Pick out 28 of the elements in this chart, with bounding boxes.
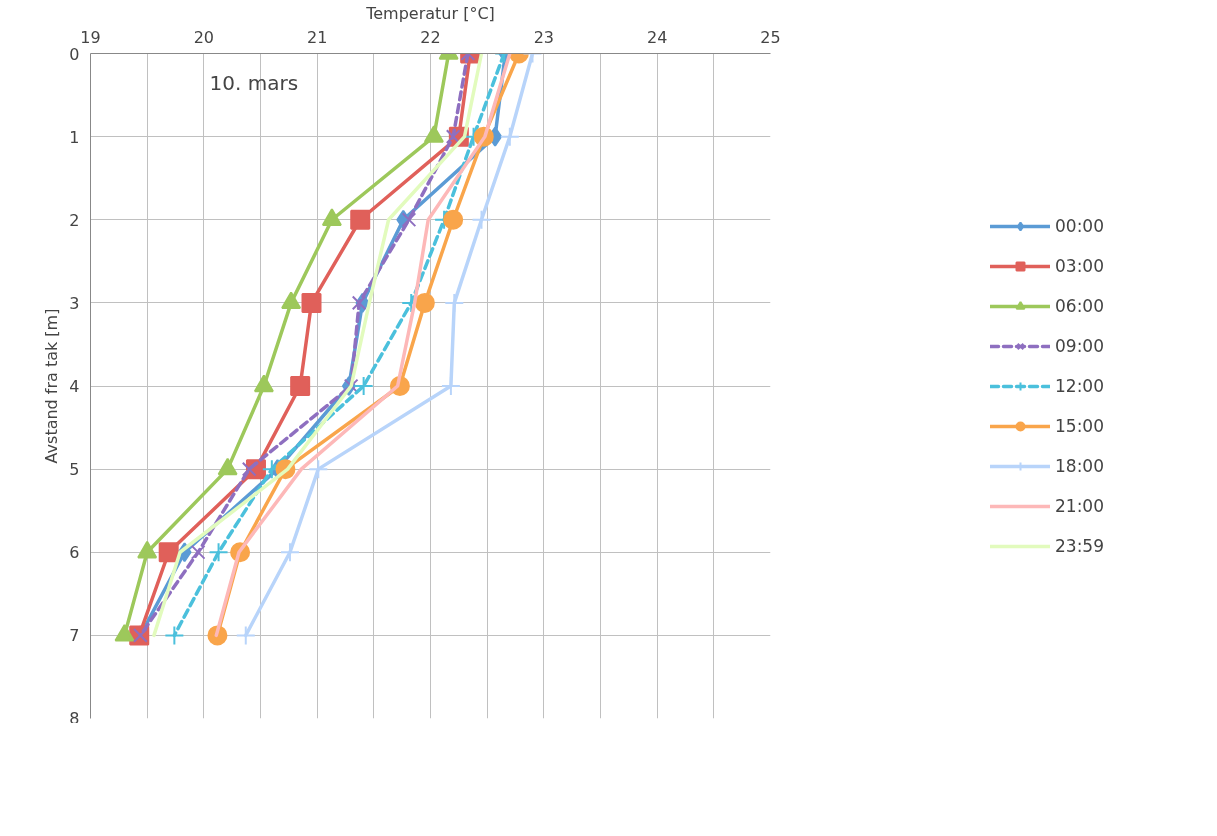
x-tick-label: 24	[646, 27, 668, 47]
legend-label: 15:00	[1055, 415, 1104, 436]
x-tick-label: 22	[420, 27, 441, 47]
y-tick-label: 1	[69, 127, 80, 147]
x-tick-label: 23	[533, 27, 555, 47]
y-axis-title: Avstand fra tak [m]	[42, 308, 62, 464]
y-tick-label: 2	[69, 210, 80, 230]
legend-label: 00:00	[1055, 215, 1104, 236]
y-tick-label: 4	[69, 377, 80, 396]
legend-label: 09:00	[1055, 335, 1104, 356]
legend-label: 18:00	[1055, 455, 1104, 476]
legend-label: 03:00	[1055, 255, 1104, 276]
x-tick-label: 21	[306, 27, 328, 47]
legend-label: 12:00	[1055, 375, 1104, 396]
legend-label: 21:00	[1055, 495, 1104, 516]
y-tick-label: 3	[69, 293, 80, 313]
y-tick-label: 0	[69, 44, 80, 64]
x-tick-label: 20	[193, 27, 215, 47]
x-tick-label: 25	[760, 27, 781, 47]
x-axis-title: Temperatur [°C]	[365, 3, 495, 23]
annotation: 10. mars	[209, 70, 299, 95]
y-tick-label: 7	[69, 626, 80, 646]
legend-label: 23:59	[1055, 535, 1104, 556]
legend-label: 06:00	[1055, 295, 1104, 316]
y-tick-label: 8	[69, 708, 80, 728]
y-tick-label: 5	[69, 460, 80, 480]
x-tick-label: 19	[80, 27, 101, 47]
y-tick-label: 6	[69, 543, 80, 563]
